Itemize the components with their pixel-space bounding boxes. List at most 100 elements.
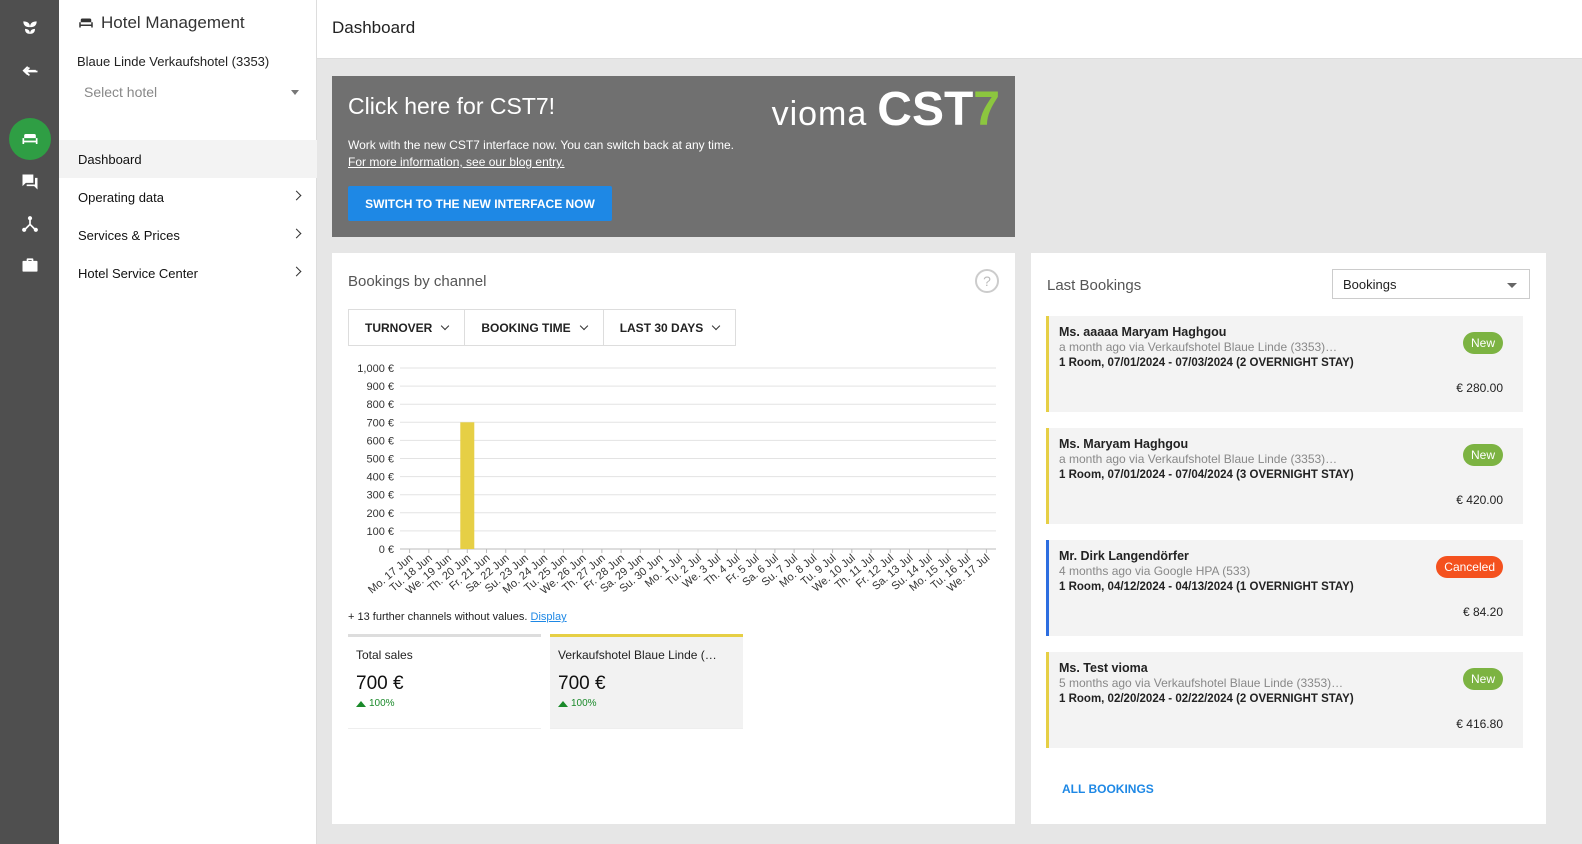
hotel-select[interactable]: Select hotel <box>84 84 299 106</box>
vioma-cst7-logo: vioma CST7 <box>772 86 1000 134</box>
y-tick-label: 300 € <box>366 490 394 502</box>
filter-date-range[interactable]: LAST 30 DAYS <box>602 309 737 346</box>
leaf-logo-icon[interactable] <box>0 8 59 48</box>
chevron-down-icon <box>441 321 450 330</box>
y-tick-label: 200 € <box>366 508 394 520</box>
tile-change: 100% <box>356 698 533 709</box>
sidebar-title-text: Hotel Management <box>101 13 245 32</box>
network-icon[interactable] <box>0 204 59 244</box>
note-text: + 13 further channels without values. <box>348 611 528 623</box>
booking-detail: 1 Room, 07/01/2024 - 07/03/2024 (2 OVERN… <box>1059 357 1354 369</box>
y-tick-label: 0 € <box>379 544 394 556</box>
chevron-right-icon <box>291 266 302 277</box>
guest-name: Ms. Test vioma <box>1059 661 1148 675</box>
arrow-up-icon <box>558 700 568 707</box>
brand-cst: CST7 <box>877 86 1000 134</box>
status-badge: New <box>1462 444 1503 466</box>
chat-icon[interactable] <box>0 162 59 202</box>
booking-detail: 1 Room, 02/20/2024 - 02/22/2024 (2 OVERN… <box>1059 693 1354 705</box>
display-channels-link[interactable]: Display <box>530 611 567 623</box>
arrow-up-icon <box>356 700 366 707</box>
tile-change: 100% <box>558 698 735 709</box>
select-value: Bookings <box>1343 277 1397 292</box>
booking-item[interactable]: Ms. aaaaa Maryam Haghgou a month ago via… <box>1046 316 1523 412</box>
booking-detail: 1 Room, 07/01/2024 - 07/04/2024 (3 OVERN… <box>1059 469 1354 481</box>
page-title: Dashboard <box>332 18 416 37</box>
promo-title: Click here for CST7! <box>348 93 556 119</box>
y-tick-label: 900 € <box>366 381 394 393</box>
chevron-down-icon <box>579 321 588 330</box>
sidebar-item-dashboard[interactable]: Dashboard <box>59 140 317 178</box>
current-hotel-name: Blaue Linde Verkaufshotel (3353) <box>77 54 270 69</box>
chart-bar <box>460 422 475 549</box>
switch-interface-button[interactable]: SWITCH TO THE NEW INTERFACE NOW <box>348 186 612 221</box>
icon-rail <box>0 0 59 844</box>
sidebar-item-hotel-service-center[interactable]: Hotel Service Center <box>59 254 317 292</box>
brand-vioma: vioma <box>771 95 868 133</box>
status-badge: New <box>1462 668 1503 690</box>
channel-tile-total[interactable]: Total sales 700 € 100% <box>348 634 541 729</box>
sidebar-title: Hotel Management <box>77 13 245 33</box>
filter-turnover[interactable]: TURNOVER <box>348 309 466 346</box>
tile-label: Total sales <box>356 648 413 662</box>
promo-text: Work with the new CST7 interface now. Yo… <box>348 138 734 152</box>
booking-source: 5 months ago via Verkaufshotel Blaue Lin… <box>1059 676 1344 690</box>
booking-detail: 1 Room, 04/12/2024 - 04/13/2024 (1 OVERN… <box>1059 581 1354 593</box>
sidebar-nav: Dashboard Operating data Services & Pric… <box>59 140 317 292</box>
bookings-bar-chart: 0 € 100 € 200 € 300 € 400 € 500 € 600 € 700 € 80… <box>357 363 996 597</box>
cst7-promo-banner[interactable]: Click here for CST7! vioma CST7 Work wit… <box>332 76 1015 237</box>
chevron-right-icon <box>291 190 302 201</box>
booking-price: € 84.20 <box>1462 605 1503 619</box>
sidebar-item-operating-data[interactable]: Operating data <box>59 178 317 216</box>
y-tick-label: 600 € <box>366 435 394 447</box>
card-title: Bookings by channel <box>348 273 487 290</box>
top-bar: Dashboard <box>317 0 1582 59</box>
all-bookings-link[interactable]: ALL BOOKINGS <box>1062 782 1154 796</box>
filter-label: LAST 30 DAYS <box>619 320 704 335</box>
bookings-type-select[interactable]: Bookings <box>1332 269 1530 299</box>
caret-down-icon <box>1507 283 1517 288</box>
tile-change-value: 100% <box>369 698 395 709</box>
filter-label: BOOKING TIME <box>481 320 571 335</box>
booking-source: a month ago via Verkaufshotel Blaue Lind… <box>1059 340 1338 354</box>
booking-source: 4 months ago via Google HPA (533) <box>1059 564 1251 578</box>
chevron-down-icon <box>712 321 721 330</box>
status-badge: New <box>1462 332 1503 354</box>
sidebar-item-label: Operating data <box>78 189 165 205</box>
bookings-by-channel-card: Bookings by channel ? TURNOVER BOOKING T… <box>332 253 1015 824</box>
active-indicator <box>8 118 51 160</box>
card-title: Last Bookings <box>1047 277 1142 294</box>
sidebar: Hotel Management Blaue Linde Verkaufshot… <box>59 0 317 844</box>
tile-value: 700 € <box>356 673 404 694</box>
booking-item[interactable]: Mr. Dirk Langendörfer 4 months ago via G… <box>1046 540 1523 636</box>
y-tick-label: 700 € <box>366 417 394 429</box>
help-icon[interactable]: ? <box>975 269 999 293</box>
booking-item[interactable]: Ms. Test vioma 5 months ago via Verkaufs… <box>1046 652 1523 748</box>
sofa-icon[interactable] <box>0 118 59 160</box>
last-bookings-card: Last Bookings Bookings Ms. aaaaa Maryam … <box>1031 253 1546 824</box>
channel-tile-verkaufshotel[interactable]: Verkaufshotel Blaue Linde (… 700 € 100% <box>550 634 743 729</box>
chart-filters: TURNOVER BOOKING TIME LAST 30 DAYS <box>348 309 737 346</box>
booking-item[interactable]: Ms. Maryam Haghgou a month ago via Verka… <box>1046 428 1523 524</box>
tile-label: Verkaufshotel Blaue Linde (… <box>558 648 717 662</box>
status-badge: Canceled <box>1436 556 1503 578</box>
y-tick-label: 100 € <box>366 526 394 538</box>
further-channels-note: + 13 further channels without values. Di… <box>348 611 567 623</box>
y-tick-label: 400 € <box>366 472 394 484</box>
caret-down-icon <box>291 90 299 95</box>
filter-booking-time[interactable]: BOOKING TIME <box>464 309 604 346</box>
booking-price: € 420.00 <box>1456 493 1503 507</box>
promo-blog-link[interactable]: For more information, see our blog entry… <box>348 155 565 169</box>
switch-arrows-icon[interactable] <box>0 49 59 89</box>
hotel-select-placeholder: Select hotel <box>84 84 158 100</box>
y-tick-label: 500 € <box>366 454 394 466</box>
booking-source: a month ago via Verkaufshotel Blaue Lind… <box>1059 452 1338 466</box>
briefcase-icon[interactable] <box>0 245 59 285</box>
tile-value: 700 € <box>558 673 606 694</box>
sidebar-item-label: Hotel Service Center <box>78 265 198 281</box>
y-tick-label: 1,000 € <box>357 363 394 375</box>
brand-seven: 7 <box>973 83 1000 136</box>
sidebar-item-label: Dashboard <box>78 151 142 167</box>
sidebar-item-services-prices[interactable]: Services & Prices <box>59 216 317 254</box>
guest-name: Ms. Maryam Haghgou <box>1059 437 1189 451</box>
